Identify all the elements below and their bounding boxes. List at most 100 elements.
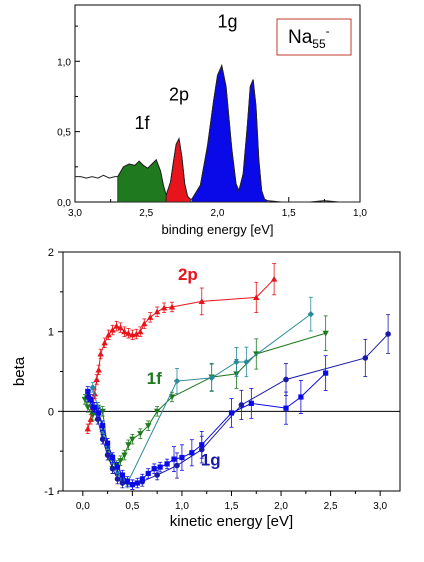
beta-vs-kinetic-energy-panel: 0,0 0,5 1,0 1,5 2,0 2,5 3,0 -1 0 1 2 2p 1f 1g kineti… — [11, 247, 401, 530]
point-2p — [253, 294, 260, 300]
point-1f — [153, 408, 161, 415]
point-1g-square — [114, 464, 121, 470]
peak-label-1f: 1f — [134, 113, 150, 133]
point-1g-square — [298, 394, 304, 400]
point-1f — [84, 404, 91, 411]
bottom-x-tick-label: 0,5 — [125, 501, 139, 512]
point-1f — [137, 431, 144, 437]
bottom-x-tick-label: 2,5 — [324, 501, 338, 512]
point-1g-circle — [385, 331, 391, 337]
point-2p — [117, 324, 124, 331]
bottom-x-tick-label: 3,0 — [373, 501, 387, 512]
bottom-x-tick-label: 2,0 — [274, 501, 288, 512]
bottom-x-tick-label: 0,0 — [76, 501, 90, 512]
top-x-tick-label: 1,0 — [353, 208, 367, 219]
point-1f — [99, 408, 106, 415]
legend-main: Na — [288, 27, 313, 48]
point-2p — [160, 304, 168, 311]
point-1g-square — [189, 450, 195, 456]
point-1g-circle — [238, 402, 245, 408]
point-2p — [137, 328, 144, 335]
top-y-tick-label: 0,5 — [57, 128, 71, 139]
series-line-1f — [84, 332, 326, 470]
binding-energy-spectrum-panel: 3,0 2,5 2,0 1,5 1,0 0,0 0,5 1,0 1f 2p 1g Na55- bi… — [57, 4, 367, 237]
top-x-tick-label: 2,0 — [211, 208, 225, 219]
point-1f — [168, 394, 176, 401]
point-1f — [117, 458, 124, 464]
top-peak-fills — [117, 64, 268, 203]
point-2p — [125, 330, 132, 336]
point-1g-circle — [362, 355, 369, 361]
point-1f-diamond — [208, 374, 215, 382]
point-2p — [101, 339, 108, 346]
series-2p — [84, 262, 278, 435]
point-1g-square — [92, 404, 98, 410]
point-1f — [145, 423, 152, 429]
point-1f — [121, 452, 128, 459]
bottom-x-tick-label: 1,0 — [175, 501, 189, 512]
bottom-axis-ticks: 0,0 0,5 1,0 1,5 2,0 2,5 3,0 -1 0 1 2 — [44, 247, 387, 512]
legend-sup: - — [326, 24, 330, 38]
top-x-tick-label: 3,0 — [68, 208, 82, 219]
point-1f — [125, 442, 132, 448]
point-1g-square — [199, 442, 205, 448]
bottom-y-tick-label: 2 — [48, 247, 54, 259]
series-label-1f: 1f — [147, 369, 162, 388]
point-1g-square — [134, 480, 140, 486]
point-2p — [198, 298, 205, 304]
top-y-tick-label: 1,0 — [57, 57, 71, 68]
point-1f — [89, 412, 96, 419]
point-2p — [97, 350, 104, 357]
point-1f-diamond — [307, 310, 314, 318]
point-1g-square — [145, 470, 151, 477]
point-1f — [322, 330, 329, 337]
point-2p — [105, 331, 112, 338]
point-1g-square — [139, 476, 145, 482]
point-1g-square — [179, 454, 185, 461]
peak-area-1g — [191, 64, 268, 203]
point-2p — [93, 376, 100, 383]
series-label-1g: 1g — [201, 451, 221, 470]
legend-sub: 55 — [312, 37, 326, 51]
point-1g-square — [96, 410, 102, 416]
top-spectrum-line — [75, 63, 360, 203]
series-label-2p: 2p — [178, 265, 198, 284]
point-1g-square — [157, 464, 163, 470]
peak-label-2p: 2p — [169, 85, 189, 105]
point-1g-square — [105, 440, 111, 446]
point-1f-diamond — [233, 358, 240, 366]
bottom-y-tick-label: 0 — [48, 406, 54, 418]
point-1g-square — [228, 410, 235, 416]
point-1f-diamond — [173, 377, 181, 385]
point-1g-square — [88, 396, 94, 402]
legend-frame — [276, 18, 352, 56]
point-1g-square — [248, 400, 254, 406]
point-1g-square — [151, 466, 157, 472]
point-2p — [153, 308, 161, 315]
top-x-axis-label: binding energy [eV] — [161, 222, 273, 237]
point-1g-square — [283, 405, 289, 411]
point-2p — [133, 330, 140, 337]
point-1f-diamond — [243, 358, 250, 366]
point-2p — [84, 425, 91, 432]
point-2p — [109, 326, 116, 333]
point-1g-square — [109, 454, 116, 461]
point-1g-square — [171, 456, 177, 462]
legend-label: Na55- — [288, 24, 330, 51]
point-1g-circle — [119, 480, 126, 486]
bottom-y-tick-label: -1 — [44, 486, 54, 498]
point-1f — [129, 436, 136, 443]
top-axis-ticks: 3,0 2,5 2,0 1,5 1,0 0,0 0,5 1,0 — [57, 25, 367, 219]
bottom-y-tick-label: 1 — [48, 327, 54, 339]
point-2p — [113, 322, 120, 329]
top-x-tick-label: 2,5 — [139, 208, 153, 219]
point-1g-circle — [109, 465, 116, 472]
series-line-1g-square — [87, 372, 327, 486]
point-1g-square — [129, 482, 135, 488]
point-1g-circle — [283, 376, 289, 383]
point-2p — [270, 275, 278, 282]
point-2p — [168, 303, 176, 310]
bottom-x-tick-label: 1,5 — [225, 501, 239, 512]
series-1g-circle — [84, 314, 391, 490]
